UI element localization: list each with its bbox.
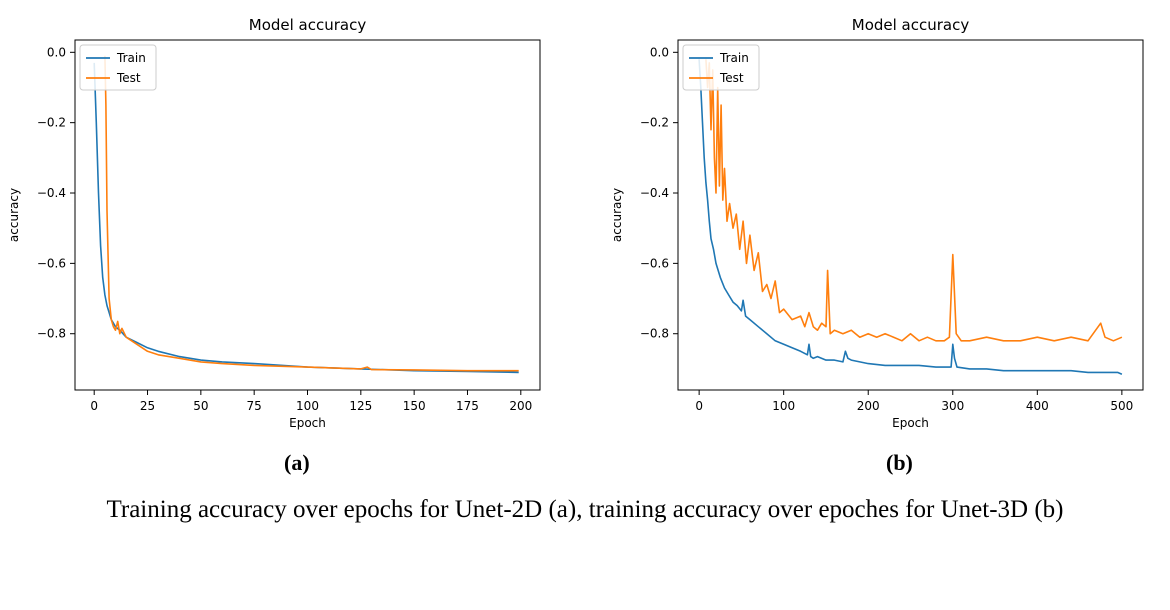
x-axis-label: Epoch xyxy=(289,416,326,430)
x-axis-label: Epoch xyxy=(892,416,929,430)
y-tick-label: −0.8 xyxy=(37,327,66,341)
series-line-test xyxy=(104,55,519,372)
x-tick-label: 25 xyxy=(140,399,155,413)
series-line-train xyxy=(93,62,519,374)
plot-frame xyxy=(677,39,1144,391)
legend-label-train: Train xyxy=(719,51,749,65)
legend-label-test: Test xyxy=(116,71,141,85)
y-tick-label: −0.8 xyxy=(640,327,669,341)
x-tick-label: 400 xyxy=(1026,399,1049,413)
panel-label-b: (b) xyxy=(886,450,913,475)
x-tick-label: 0 xyxy=(90,399,98,413)
x-tick-label: 200 xyxy=(857,399,880,413)
legend-label-test: Test xyxy=(719,71,744,85)
x-tick-label: 175 xyxy=(456,399,479,413)
x-tick-label: 125 xyxy=(349,399,372,413)
x-tick-label: 100 xyxy=(772,399,795,413)
chart-title: Model accuracy xyxy=(852,16,970,34)
x-tick-label: 200 xyxy=(509,399,532,413)
y-tick-label: −0.6 xyxy=(37,256,66,270)
y-tick-label: 0.0 xyxy=(47,45,66,59)
series-line-test xyxy=(705,59,1123,342)
x-tick-label: 500 xyxy=(1110,399,1133,413)
x-tick-label: 100 xyxy=(296,399,319,413)
x-tick-label: 75 xyxy=(247,399,262,413)
x-tick-label: 0 xyxy=(695,399,703,413)
y-tick-label: −0.4 xyxy=(640,186,669,200)
series-line-train xyxy=(698,59,1123,375)
figure-caption: Training accuracy over epochs for Unet-2… xyxy=(106,496,1064,523)
y-tick-label: −0.4 xyxy=(37,186,66,200)
y-axis-label: accuracy xyxy=(7,188,21,242)
y-tick-label: −0.6 xyxy=(640,256,669,270)
chart-title: Model accuracy xyxy=(249,16,367,34)
y-tick-label: 0.0 xyxy=(650,45,669,59)
legend: Train Test xyxy=(79,44,157,91)
chart-panel-b: Model accuracy 0 100 200 300 400 500 0.0 −0.2 −0.… xyxy=(610,16,1144,430)
panel-label-a: (a) xyxy=(284,450,310,475)
x-tick-label: 50 xyxy=(193,399,208,413)
legend: Train Test xyxy=(682,44,760,91)
x-tick-label: 300 xyxy=(941,399,964,413)
y-tick-label: −0.2 xyxy=(37,116,66,130)
y-tick-label: −0.2 xyxy=(640,116,669,130)
chart-panel-a: Model accuracy 0 25 50 75 100 125 150 175 200 0.0 −… xyxy=(7,16,541,430)
plot-frame xyxy=(74,39,541,391)
legend-label-train: Train xyxy=(116,51,146,65)
x-tick-label: 150 xyxy=(403,399,426,413)
y-axis-label: accuracy xyxy=(610,188,624,242)
